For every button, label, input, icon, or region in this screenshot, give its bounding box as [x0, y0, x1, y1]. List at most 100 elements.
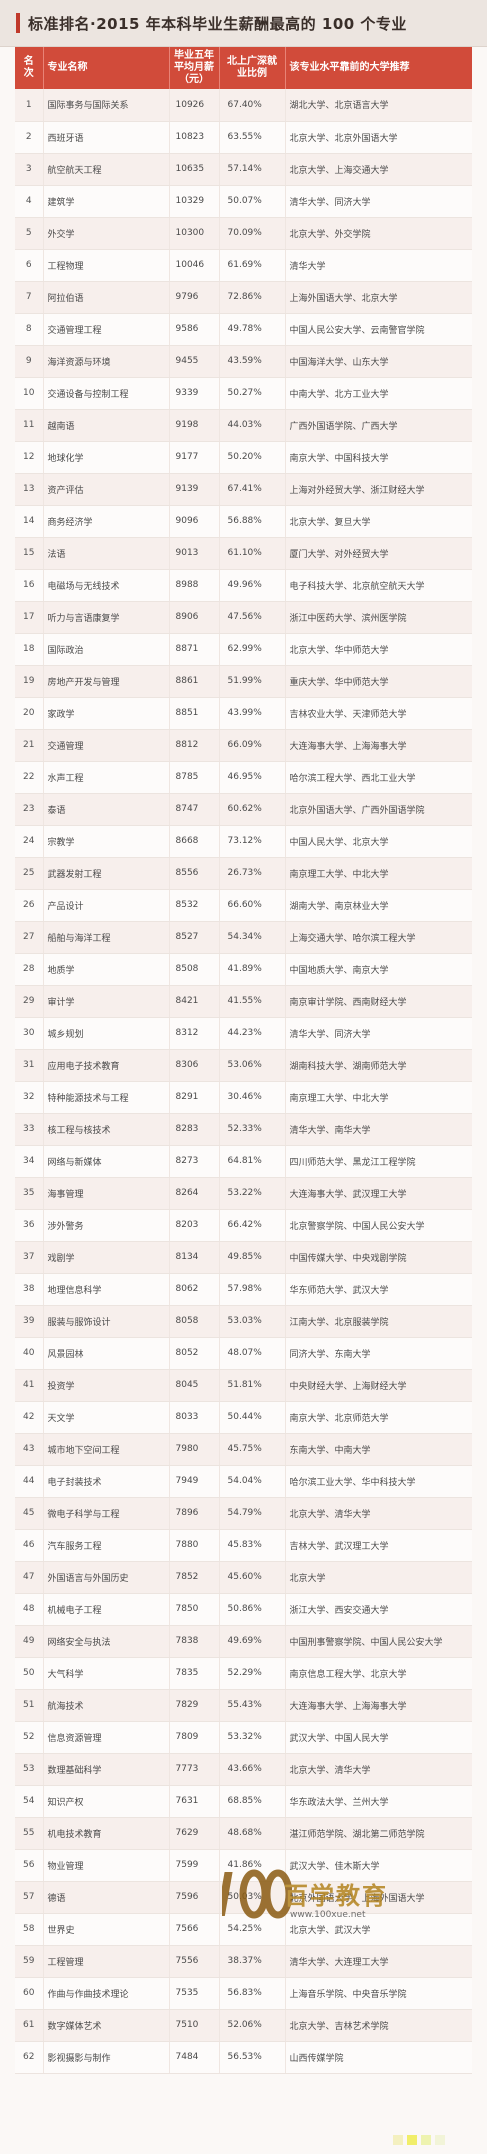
recommend-cell: 北京大学、北京外国语大学 [285, 121, 472, 154]
table-row: 2 西班牙语 10823 63.55% 北京大学、北京外国语大学 [15, 121, 472, 154]
major-cell: 房地产开发与管理 [43, 665, 170, 698]
major-cell: 资产评估 [43, 473, 170, 506]
rank-cell: 36 [15, 1209, 44, 1242]
rank-cell: 45 [15, 1497, 44, 1530]
share-cell: 54.79% [219, 1497, 286, 1530]
major-cell: 地理信息科学 [43, 1273, 170, 1306]
recommend-cell: 清华大学、南华大学 [285, 1113, 472, 1146]
recommend-cell: 重庆大学、华中师范大学 [285, 665, 472, 698]
rank-cell: 52 [15, 1721, 44, 1754]
salary-cell: 7556 [169, 1945, 220, 1978]
share-cell: 73.12% [219, 825, 286, 858]
recommend-cell: 南京理工大学、中北大学 [285, 857, 472, 890]
major-cell: 家政学 [43, 697, 170, 730]
recommend-cell: 上海对外经贸大学、浙江财经大学 [285, 473, 472, 506]
share-cell: 53.22% [219, 1177, 286, 1210]
salary-cell: 8062 [169, 1273, 220, 1306]
share-cell: 68.85% [219, 1785, 286, 1818]
rank-cell: 42 [15, 1401, 44, 1434]
salary-cell: 10046 [169, 249, 220, 282]
recommend-cell: 电子科技大学、北京航空航天大学 [285, 569, 472, 602]
salary-cell: 8532 [169, 889, 220, 922]
table-row: 24 宗教学 8668 73.12% 中国人民大学、北京大学 [15, 825, 472, 858]
table-row: 50 大气科学 7835 52.29% 南京信息工程大学、北京大学 [15, 1657, 472, 1690]
col-header-rank: 名次 [15, 47, 44, 89]
share-cell: 55.43% [219, 1689, 286, 1722]
salary-cell: 8033 [169, 1401, 220, 1434]
share-cell: 38.37% [219, 1945, 286, 1978]
table-row: 60 作曲与作曲技术理论 7535 56.83% 上海音乐学院、中央音乐学院 [15, 1977, 472, 2010]
salary-cell: 10300 [169, 217, 220, 250]
salary-cell: 8851 [169, 697, 220, 730]
recommend-cell: 北京大学、清华大学 [285, 1497, 472, 1530]
share-cell: 56.53% [219, 2041, 286, 2074]
major-cell: 机械电子工程 [43, 1593, 170, 1626]
rank-cell: 32 [15, 1081, 44, 1114]
table-row: 40 风景园林 8052 48.07% 同济大学、东南大学 [15, 1337, 472, 1370]
major-cell: 船舶与海洋工程 [43, 921, 170, 954]
rank-cell: 50 [15, 1657, 44, 1690]
rank-cell: 53 [15, 1753, 44, 1786]
salary-cell: 8273 [169, 1145, 220, 1178]
major-cell: 机电技术教育 [43, 1817, 170, 1850]
table-row: 42 天文学 8033 50.44% 南京大学、北京师范大学 [15, 1401, 472, 1434]
rank-cell: 1 [15, 89, 44, 122]
major-cell: 微电子科学与工程 [43, 1497, 170, 1530]
share-cell: 61.69% [219, 249, 286, 282]
rank-cell: 34 [15, 1145, 44, 1178]
table-row: 59 工程管理 7556 38.37% 清华大学、大连理工大学 [15, 1945, 472, 1978]
major-cell: 信息资源管理 [43, 1721, 170, 1754]
col-header-major: 专业名称 [43, 47, 170, 89]
table-row: 25 武器发射工程 8556 26.73% 南京理工大学、中北大学 [15, 857, 472, 890]
share-cell: 50.03% [219, 1881, 286, 1914]
recommend-cell: 中国海洋大学、山东大学 [285, 345, 472, 378]
major-cell: 世界史 [43, 1913, 170, 1946]
recommend-cell: 北京大学、吉林艺术学院 [285, 2009, 472, 2042]
recommend-cell: 广西外国语学院、广西大学 [285, 409, 472, 442]
share-cell: 67.40% [219, 89, 286, 122]
salary-cell: 7838 [169, 1625, 220, 1658]
table-row: 49 网络安全与执法 7838 49.69% 中国刑事警察学院、中国人民公安大学 [15, 1625, 472, 1658]
table-row: 35 海事管理 8264 53.22% 大连海事大学、武汉理工大学 [15, 1177, 472, 1210]
share-cell: 66.60% [219, 889, 286, 922]
salary-cell: 8812 [169, 729, 220, 762]
major-cell: 航空航天工程 [43, 153, 170, 186]
table-row: 30 城乡规划 8312 44.23% 清华大学、同济大学 [15, 1017, 472, 1050]
recommend-cell: 华东政法大学、兰州大学 [285, 1785, 472, 1818]
salary-cell: 8291 [169, 1081, 220, 1114]
rank-cell: 7 [15, 281, 44, 314]
table-row: 11 越南语 9198 44.03% 广西外国语学院、广西大学 [15, 409, 472, 442]
salary-cell: 7980 [169, 1433, 220, 1466]
table-row: 57 德语 7596 50.03% 北京外国语大学、上海外国语大学 [15, 1881, 472, 1914]
major-cell: 城乡规划 [43, 1017, 170, 1050]
salary-cell: 8906 [169, 601, 220, 634]
major-cell: 外国语言与外国历史 [43, 1561, 170, 1594]
share-cell: 45.60% [219, 1561, 286, 1594]
recommend-cell: 中国传媒大学、中央戏剧学院 [285, 1241, 472, 1274]
rank-cell: 49 [15, 1625, 44, 1658]
table-row: 54 知识产权 7631 68.85% 华东政法大学、兰州大学 [15, 1785, 472, 1818]
rank-cell: 30 [15, 1017, 44, 1050]
recommend-cell: 大连海事大学、武汉理工大学 [285, 1177, 472, 1210]
table-row: 15 法语 9013 61.10% 厦门大学、对外经贸大学 [15, 537, 472, 570]
salary-cell: 7599 [169, 1849, 220, 1882]
table-row: 33 核工程与核技术 8283 52.33% 清华大学、南华大学 [15, 1113, 472, 1146]
table-row: 8 交通管理工程 9586 49.78% 中国人民公安大学、云南警官学院 [15, 313, 472, 346]
salary-cell: 9013 [169, 537, 220, 570]
major-cell: 特种能源技术与工程 [43, 1081, 170, 1114]
recommend-cell: 江南大学、北京服装学院 [285, 1305, 472, 1338]
mark-square [407, 2135, 417, 2145]
rank-cell: 57 [15, 1881, 44, 1914]
table-row: 36 涉外警务 8203 66.42% 北京警察学院、中国人民公安大学 [15, 1209, 472, 1242]
major-cell: 网络与新媒体 [43, 1145, 170, 1178]
table-header-row: 名次 专业名称 毕业五年平均月薪（元） 北上广深就业比例 该专业水平靠前的大学推… [15, 47, 472, 89]
share-cell: 46.95% [219, 761, 286, 794]
salary-cell: 7850 [169, 1593, 220, 1626]
share-cell: 50.86% [219, 1593, 286, 1626]
recommend-cell: 武汉大学、佳木斯大学 [285, 1849, 472, 1882]
share-cell: 66.42% [219, 1209, 286, 1242]
recommend-cell: 湖南大学、南京林业大学 [285, 889, 472, 922]
table-row: 10 交通设备与控制工程 9339 50.27% 中南大学、北方工业大学 [15, 377, 472, 410]
table-row: 62 影视摄影与制作 7484 56.53% 山西传媒学院 [15, 2041, 472, 2074]
share-cell: 48.68% [219, 1817, 286, 1850]
